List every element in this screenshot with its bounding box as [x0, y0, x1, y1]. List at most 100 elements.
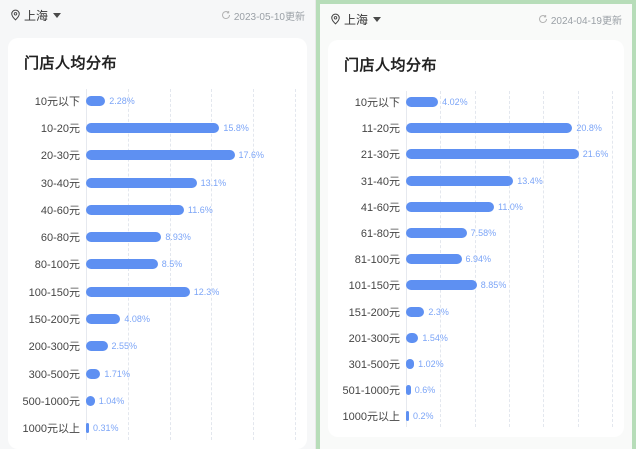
gridline [612, 91, 613, 428]
category-label: 150-200元 [28, 314, 80, 327]
bar[interactable] [86, 177, 197, 188]
bar-track: 1.04% [86, 395, 297, 406]
chart-row: 500-1000元 1.04% [18, 387, 297, 414]
gridline [169, 89, 171, 440]
category-label: 10-20元 [40, 122, 80, 135]
chart-row: 10元以下 4.02% [338, 89, 614, 115]
value-label: 12.3% [193, 286, 220, 297]
chart-title: 门店人均分布 [24, 55, 118, 72]
bar[interactable] [86, 259, 158, 270]
value-label: 7.58% [470, 228, 497, 239]
bar-track: 15.8% [86, 122, 297, 133]
bar[interactable] [86, 204, 184, 215]
category-label: 30-40元 [40, 177, 80, 190]
refresh-icon[interactable] [221, 10, 231, 20]
value-label: 0.31% [93, 423, 119, 434]
update-time: 2023-05-10更新 [233, 11, 305, 23]
bar-track: 1.02% [406, 358, 614, 369]
category-label: 100-150元 [28, 286, 80, 299]
bar-track: 8.85% [406, 280, 614, 291]
city-selector[interactable]: 上海 [10, 7, 62, 24]
bar[interactable] [86, 423, 89, 434]
bar-track: 2.28% [86, 95, 297, 106]
value-label: 6.94% [465, 254, 492, 265]
value-label: 11.0% [498, 201, 523, 212]
bar-track: 4.02% [406, 97, 614, 108]
bar[interactable] [406, 385, 411, 396]
value-label: 13.1% [200, 177, 227, 188]
gridline [295, 89, 296, 440]
bar[interactable] [86, 286, 190, 297]
bar-track: 1.54% [406, 332, 614, 343]
refresh-icon[interactable] [538, 14, 548, 24]
category-label: 20-30元 [40, 150, 80, 163]
bar[interactable] [406, 149, 579, 160]
value-label: 1.71% [104, 368, 130, 379]
value-label: 8.85% [480, 280, 507, 291]
category-label: 501-1000元 [342, 385, 401, 398]
bar[interactable] [406, 123, 573, 134]
bar[interactable] [406, 254, 462, 265]
bar[interactable] [406, 411, 409, 422]
value-label: 4.08% [124, 314, 150, 325]
bar-track: 20.8% [406, 123, 614, 134]
value-label: 1.54% [422, 332, 448, 343]
bar-track: 4.08% [86, 314, 297, 325]
gridline [253, 89, 255, 440]
bar-track: 2.3% [406, 306, 614, 317]
bar-track: 8.5% [86, 259, 297, 270]
category-label: 40-60元 [40, 204, 80, 217]
update-info: 2024-04-19更新 [538, 12, 622, 27]
value-label: 21.6% [582, 149, 609, 160]
bar[interactable] [86, 95, 106, 106]
bar[interactable] [406, 306, 425, 317]
chart-row: 1000元以上 0.31% [18, 415, 297, 442]
category-label: 1000元以上 [22, 423, 80, 436]
bar[interactable] [86, 232, 162, 243]
bar[interactable] [86, 314, 121, 325]
city-name: 上海 [24, 8, 49, 23]
bar[interactable] [86, 150, 235, 161]
bar[interactable] [406, 358, 415, 369]
bar-track: 13.4% [406, 175, 614, 186]
bar[interactable] [406, 201, 494, 212]
dropdown-caret-icon [53, 12, 62, 18]
chart-row: 10元以下 2.28% [18, 87, 297, 114]
value-label: 2.55% [111, 341, 138, 352]
city-name: 上海 [344, 12, 369, 27]
chart-title: 门店人均分布 [344, 57, 438, 74]
chart-row: 40-60元 11.6% [18, 196, 297, 223]
gridline [474, 91, 476, 428]
chart-row: 501-1000元 0.6% [338, 377, 614, 403]
value-label: 17.6% [238, 150, 265, 161]
bar-track: 11.0% [406, 201, 614, 212]
chart-rows: 10元以下 2.28% 10-20元 15.8% 20-30元 17.6% 30-40元 13… [18, 87, 297, 442]
chart-row: 100-150元 12.3% [18, 278, 297, 305]
bar[interactable] [406, 175, 514, 186]
bar[interactable] [86, 395, 95, 406]
bar[interactable] [406, 332, 419, 343]
location-pin-icon [331, 13, 340, 25]
bar[interactable] [86, 122, 220, 133]
bar[interactable] [86, 368, 101, 379]
bar-track: 0.2% [406, 411, 614, 422]
bar[interactable] [86, 341, 108, 352]
category-label: 21-30元 [360, 149, 400, 162]
bar[interactable] [406, 228, 467, 239]
bar-track: 21.6% [406, 149, 614, 160]
bar[interactable] [406, 97, 439, 108]
panel-header: 上海 2023-05-10更新 [0, 0, 315, 30]
chart-rows: 10元以下 4.02% 11-20元 20.8% 21-30元 21.6% 31-40元 13… [338, 89, 614, 429]
gridline [543, 91, 545, 428]
city-selector[interactable]: 上海 [330, 11, 382, 28]
chart-card: 门店人均分布 10元以下 2.28% 10-20元 15.8% 20-30元 17.6% 3… [8, 38, 307, 449]
bar-track: 8.93% [86, 232, 297, 243]
category-label: 500-1000元 [22, 395, 81, 408]
category-label: 151-200元 [348, 306, 400, 319]
dropdown-caret-icon [373, 16, 382, 22]
value-label: 4.02% [442, 97, 468, 108]
category-label: 101-150元 [348, 280, 400, 293]
category-label: 11-20元 [361, 123, 400, 136]
bar[interactable] [406, 280, 477, 291]
city-panel-left: 上海 2023-05-10更新 门店人均分布 10元以下 2.28% 10-20元 1… [0, 0, 316, 449]
